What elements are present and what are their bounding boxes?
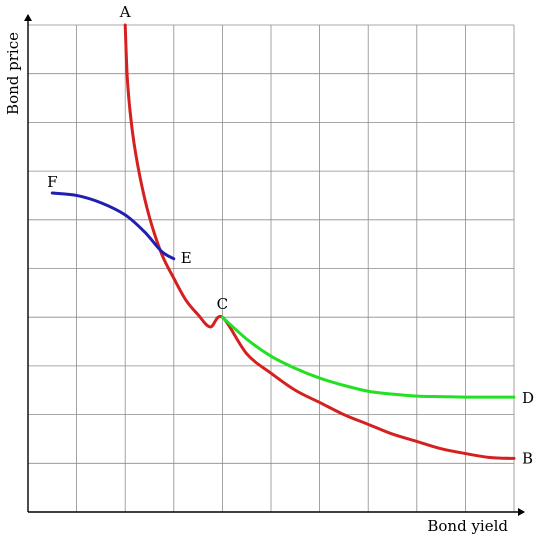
axes: Bond yield Bond price: [4, 14, 525, 535]
grid: [28, 24, 515, 512]
point-label-b: B: [522, 449, 533, 467]
point-label-e: E: [181, 249, 192, 267]
point-label-f: F: [47, 173, 57, 191]
curves: [50, 23, 516, 460]
point-labels: A B C D E F: [47, 3, 534, 467]
series-line-green: [220, 315, 516, 399]
point-label-d: D: [522, 389, 534, 407]
series-line-red: [123, 23, 516, 460]
y-axis-label: Bond price: [4, 32, 22, 115]
x-axis-label: Bond yield: [427, 517, 508, 535]
point-label-c: C: [217, 295, 228, 313]
series-line-blue: [50, 191, 176, 261]
point-label-a: A: [119, 3, 131, 21]
